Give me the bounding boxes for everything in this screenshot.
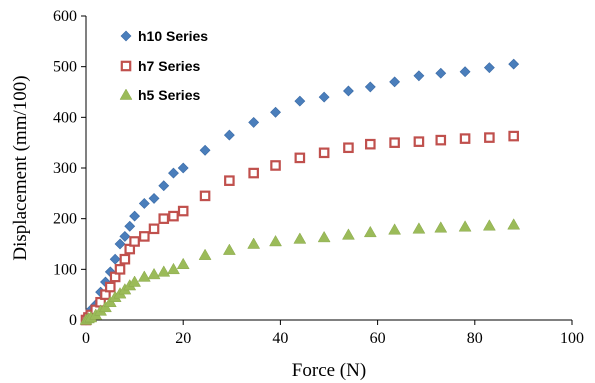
data-point <box>294 95 306 107</box>
data-point <box>128 275 142 287</box>
y-tick-label: 200 <box>53 211 77 228</box>
data-point <box>269 234 282 247</box>
data-point <box>318 147 330 159</box>
data-point <box>248 116 260 128</box>
data-point <box>482 219 496 231</box>
data-point <box>148 223 160 235</box>
data-point <box>435 134 447 146</box>
data-point <box>459 66 471 78</box>
data-point <box>248 167 259 179</box>
series-triangle <box>79 218 521 325</box>
data-point <box>364 81 376 93</box>
data-marks <box>79 58 521 326</box>
data-point <box>343 142 354 154</box>
data-point <box>507 218 521 230</box>
x-tick-label: 60 <box>370 330 386 347</box>
data-point <box>224 175 235 186</box>
data-point <box>318 91 330 103</box>
data-point <box>119 230 131 242</box>
data-point <box>129 236 140 247</box>
data-point <box>129 210 141 222</box>
legend-item: h7 Series <box>120 58 200 74</box>
data-point <box>293 232 307 244</box>
series-square <box>80 130 519 326</box>
y-tick-label: 0 <box>69 312 77 329</box>
x-tick-label: 100 <box>560 330 584 347</box>
data-point <box>484 132 495 143</box>
data-point <box>104 281 116 293</box>
data-point <box>177 162 189 174</box>
data-point <box>139 231 150 242</box>
x-tick-label: 20 <box>175 330 191 347</box>
data-point <box>388 223 402 235</box>
x-tick-label: 0 <box>82 330 90 347</box>
x-axis-title: Force (N) <box>292 360 366 381</box>
data-point <box>176 257 190 270</box>
y-tick-labels: 0 100 200 300 400 500 600 <box>53 8 86 329</box>
data-point <box>109 253 121 265</box>
x-tick-labels: 0 20 40 60 80 100 <box>82 320 584 347</box>
data-point <box>148 192 160 204</box>
data-point <box>508 58 520 70</box>
data-point <box>199 144 211 156</box>
data-point <box>389 76 401 88</box>
y-tick-label: 600 <box>53 8 77 25</box>
data-point <box>294 152 306 164</box>
y-tick-label: 500 <box>53 59 77 76</box>
data-point <box>508 130 519 142</box>
data-point <box>247 237 261 249</box>
data-point <box>365 138 376 150</box>
x-tick-label: 40 <box>272 330 288 347</box>
data-point <box>168 210 179 222</box>
x-tick-label: 80 <box>467 330 483 347</box>
data-point <box>137 270 151 282</box>
data-point <box>389 137 400 148</box>
data-point <box>168 167 179 179</box>
data-point <box>124 220 136 232</box>
data-point <box>114 264 126 275</box>
data-point <box>158 213 170 224</box>
y-tick-label: 400 <box>53 109 77 126</box>
legend-item: h10 Series <box>120 28 208 44</box>
data-point <box>458 220 472 232</box>
legend-label: h7 Series <box>138 58 200 74</box>
data-point <box>459 133 471 144</box>
y-tick-label: 300 <box>53 160 77 177</box>
legend-marker <box>119 88 133 100</box>
data-point <box>199 190 211 202</box>
data-point <box>177 205 189 217</box>
data-point <box>157 265 171 277</box>
data-point <box>270 160 281 171</box>
data-point <box>343 85 354 97</box>
data-point <box>317 230 331 243</box>
data-point <box>270 106 281 118</box>
data-point <box>119 253 131 265</box>
data-point <box>138 198 150 209</box>
data-point <box>342 228 355 240</box>
y-tick-label: 100 <box>53 261 77 278</box>
data-point <box>363 225 377 238</box>
data-point <box>413 136 425 147</box>
data-point <box>223 129 235 141</box>
data-point <box>167 262 180 275</box>
legend-label: h10 Series <box>138 28 208 44</box>
legend-label: h5 Series <box>138 87 200 103</box>
data-point <box>483 62 495 74</box>
legend: h10 Series h7 Series h5 Series <box>119 28 208 103</box>
data-point <box>412 222 426 234</box>
y-axis-title: Displacement (mm/100) <box>10 75 31 260</box>
data-point <box>413 70 425 82</box>
data-point <box>198 248 212 260</box>
legend-marker <box>120 60 132 72</box>
legend-marker <box>120 30 132 42</box>
legend-item: h5 Series <box>119 87 200 103</box>
data-point <box>435 67 447 79</box>
data-point <box>147 267 161 280</box>
data-point <box>158 180 170 192</box>
data-point <box>434 221 448 233</box>
data-point <box>222 243 236 255</box>
data-point <box>114 238 126 250</box>
